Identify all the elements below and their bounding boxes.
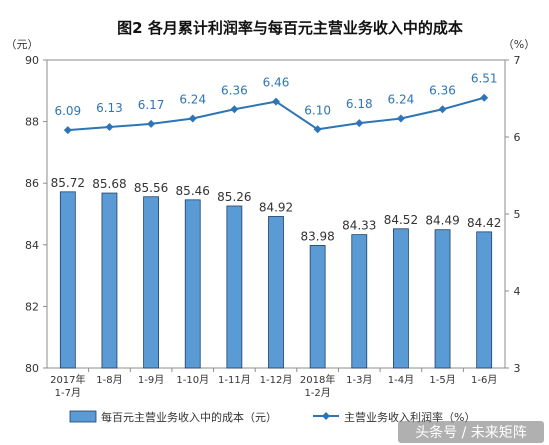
line-point <box>230 105 239 114</box>
bar <box>59 191 76 369</box>
line-value-label: 6.09 <box>54 104 81 118</box>
left-tick-label: 86 <box>25 177 39 190</box>
line-point <box>105 122 114 131</box>
right-tick-label: 6 <box>514 131 521 144</box>
bar-value-label: 85.68 <box>92 177 126 191</box>
line-value-label: 6.51 <box>471 72 498 86</box>
bar-value-label: 83.98 <box>300 229 334 243</box>
line-value-label: 6.24 <box>179 93 206 107</box>
right-tick-label: 4 <box>514 285 521 298</box>
bar-value-label: 85.26 <box>217 190 251 204</box>
left-tick-label: 84 <box>25 239 39 252</box>
x-tick-label: 1-4月 <box>388 374 414 386</box>
x-tick-label: 1-8月 <box>96 374 122 386</box>
bar <box>101 192 118 369</box>
bar-series: 85.72 85.68 85.56 85.46 85.26 84.92 83.98 84.33… <box>51 176 501 369</box>
bar-value-label: 84.42 <box>467 216 501 230</box>
x-tick-label: 1-3月 <box>346 374 372 386</box>
x-tick-label: 1-2月 <box>304 387 330 399</box>
line-point <box>272 97 280 106</box>
right-tick-label: 5 <box>514 208 521 221</box>
bar <box>143 196 159 369</box>
bar <box>226 205 243 369</box>
x-tick-label: 1-7月 <box>55 387 81 399</box>
left-tick-label: 80 <box>25 362 39 375</box>
bar <box>268 216 284 369</box>
line-point <box>63 126 72 135</box>
line-point <box>355 119 364 128</box>
bar-value-label: 84.92 <box>259 200 293 214</box>
legend-bar-label: 每百元主营业务收入中的成本（元） <box>101 410 277 424</box>
bar-value-label: 85.46 <box>176 184 210 198</box>
line-value-label: 6.24 <box>388 93 415 107</box>
chart-title: 图2 各月累计利润率与每百元主营业务收入中的成本 <box>117 19 463 37</box>
bar <box>476 231 493 369</box>
bar-value-label: 84.49 <box>425 214 459 228</box>
bar-value-label: 84.52 <box>384 213 418 227</box>
line-value-label: 6.46 <box>263 76 290 90</box>
watermark-background <box>398 421 544 443</box>
line-point <box>438 105 447 114</box>
x-tick-label: 2017年 <box>50 373 85 386</box>
legend-line-label: 主营业务收入利润率（%） <box>344 410 475 424</box>
line-point <box>396 114 405 123</box>
right-axis-unit: （%） <box>503 38 535 51</box>
x-tick-label: 1-9月 <box>138 374 164 386</box>
line-point <box>480 93 489 102</box>
right-axis: 3 4 5 6 7 <box>505 54 521 375</box>
x-tick-label: 1-12月 <box>260 374 293 386</box>
bar <box>184 199 201 369</box>
right-tick-label: 7 <box>514 54 521 67</box>
line-point <box>147 119 156 128</box>
line-value-label: 6.17 <box>138 98 165 112</box>
x-tick-label: 1-10月 <box>176 374 209 386</box>
bar-value-label: 84.33 <box>342 219 376 233</box>
x-tick-label: 2018年 <box>300 373 335 386</box>
x-tick-label: 1-5月 <box>429 374 455 386</box>
bar <box>393 228 409 369</box>
legend: 每百元主营业务收入中的成本（元） 主营业务收入利润率（%） <box>69 410 475 424</box>
line-value-label: 6.18 <box>346 97 373 111</box>
line-value-label: 6.10 <box>304 103 331 117</box>
x-tick-label: 1-6月 <box>471 374 497 386</box>
left-axis-unit: （元） <box>6 38 39 51</box>
bar-value-label: 85.56 <box>134 181 168 195</box>
left-axis: 80 82 84 86 88 90 <box>25 54 47 375</box>
right-tick-label: 3 <box>514 362 521 375</box>
legend-bar-swatch <box>69 410 97 423</box>
x-tick-label: 1-11月 <box>218 374 251 386</box>
line-value-label: 6.36 <box>221 83 248 97</box>
line-value-label: 6.13 <box>96 101 123 115</box>
legend-line-marker <box>322 412 330 420</box>
line-point <box>313 125 322 134</box>
left-tick-label: 88 <box>25 116 39 129</box>
watermark: 头条号 / 未来矩阵 <box>398 421 544 443</box>
line-value-label: 6.36 <box>429 83 456 97</box>
bar <box>351 234 368 369</box>
bar-value-label: 85.72 <box>51 176 85 190</box>
line-point <box>188 114 197 123</box>
bar <box>309 245 326 369</box>
watermark-text: 头条号 / 未来矩阵 <box>415 424 527 441</box>
bar <box>434 229 451 369</box>
left-tick-label: 90 <box>25 54 39 67</box>
left-tick-label: 82 <box>25 300 39 313</box>
line-series: 6.09 6.13 6.17 6.24 6.36 6.46 6.10 6.18 6.24 6.36… <box>54 72 498 135</box>
